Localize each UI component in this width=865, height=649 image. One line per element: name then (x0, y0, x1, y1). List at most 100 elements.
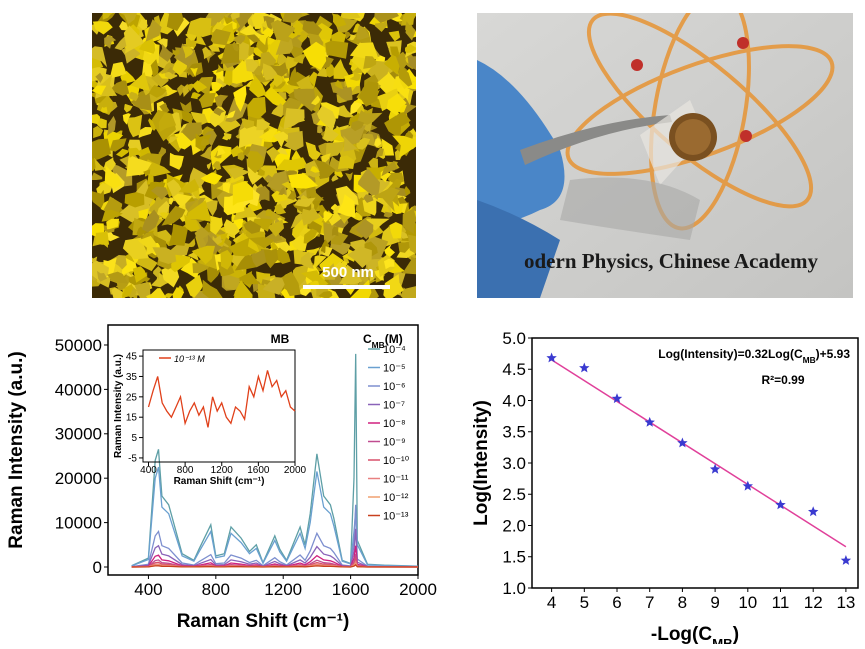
flake (223, 132, 232, 140)
flake (275, 271, 301, 297)
flake (345, 172, 353, 181)
y-tick-label: 2.0 (502, 516, 526, 535)
flake (200, 145, 212, 161)
flake (161, 205, 186, 226)
flake (234, 280, 253, 298)
flake (181, 110, 194, 124)
flake (405, 21, 413, 34)
flake (274, 203, 287, 215)
annotation-part: MB (803, 355, 816, 365)
flake (246, 34, 261, 43)
x-tick-label: 1600 (247, 465, 270, 476)
flake (388, 30, 401, 42)
flake (259, 34, 270, 46)
flake (174, 130, 199, 150)
flake (200, 172, 223, 185)
flake (119, 20, 130, 31)
flake (296, 74, 314, 93)
legend-label: 10⁻¹¹ (383, 474, 409, 486)
plot-frame (142, 349, 296, 463)
flake (125, 114, 143, 138)
legend-label: 10⁻¹³ (383, 511, 409, 523)
flake (92, 21, 113, 35)
flake (106, 218, 120, 230)
x-axis-label: -Log(CMB) (651, 624, 739, 644)
flake (132, 266, 147, 283)
flake (272, 131, 291, 148)
flake (169, 152, 184, 170)
legend-label: 10⁻⁵ (383, 363, 406, 375)
flake (203, 130, 217, 147)
flake (266, 170, 292, 196)
flake (148, 85, 167, 98)
legend-title: CMB(M) (363, 332, 403, 350)
flake (184, 238, 196, 247)
legend-label: 10⁻¹² (383, 492, 409, 504)
flake (356, 110, 383, 125)
flake (119, 13, 137, 25)
flake (228, 237, 258, 257)
flake (294, 197, 316, 207)
flake (247, 165, 263, 185)
flake (407, 56, 416, 71)
flake (262, 277, 285, 295)
x-tick-label: 400 (134, 580, 162, 599)
flake (273, 247, 291, 264)
sem-image (92, 13, 416, 298)
flake (249, 75, 267, 98)
flake (278, 146, 288, 156)
flake (271, 103, 284, 118)
flake (405, 44, 416, 53)
legend-title-part: MB (372, 340, 385, 350)
series-line (131, 504, 419, 568)
x-axis-label: Raman Shift (cm⁻¹) (177, 611, 350, 632)
flake (100, 106, 108, 113)
data-point (808, 506, 819, 517)
flake (333, 14, 347, 28)
flake (374, 19, 387, 32)
flake (258, 128, 278, 142)
x-axis-label: Raman Shift (cm⁻¹) (174, 476, 265, 487)
flake (185, 274, 203, 298)
flake (145, 19, 162, 42)
flake (206, 161, 212, 170)
flake (288, 32, 298, 39)
flake (332, 261, 350, 278)
y-tick-label: 15 (126, 413, 138, 424)
flake (95, 72, 103, 83)
flake (337, 155, 355, 169)
flake (263, 86, 291, 106)
flake (397, 196, 408, 204)
flake (166, 13, 184, 31)
flake (191, 245, 215, 265)
flake (300, 251, 314, 269)
flake (158, 112, 177, 133)
annotation-part: Log(Intensity)=0.32Log(C (658, 347, 803, 361)
flake (363, 194, 374, 203)
flake (92, 172, 103, 180)
y-tick-label: 0 (93, 558, 102, 577)
flake (357, 269, 369, 284)
flake (210, 81, 223, 93)
flake (349, 71, 362, 81)
y-tick-label: 5.0 (502, 329, 526, 348)
flake (243, 220, 261, 234)
flake (288, 173, 318, 189)
flake (101, 209, 123, 222)
flake (198, 92, 216, 109)
flake (116, 148, 129, 158)
flake (215, 64, 225, 73)
flake (129, 72, 150, 91)
legend-label: 10⁻⁶ (383, 381, 406, 393)
flake (122, 113, 131, 125)
x-tick-label: 6 (612, 593, 621, 612)
x-axis-label-part: MB (712, 636, 733, 645)
flake (257, 283, 276, 298)
flake (126, 154, 152, 177)
flake (340, 13, 361, 20)
x-tick-label: 1200 (264, 580, 302, 599)
flake (260, 165, 278, 183)
flake (164, 73, 178, 80)
plot-frame (107, 324, 419, 576)
flake (213, 107, 225, 116)
